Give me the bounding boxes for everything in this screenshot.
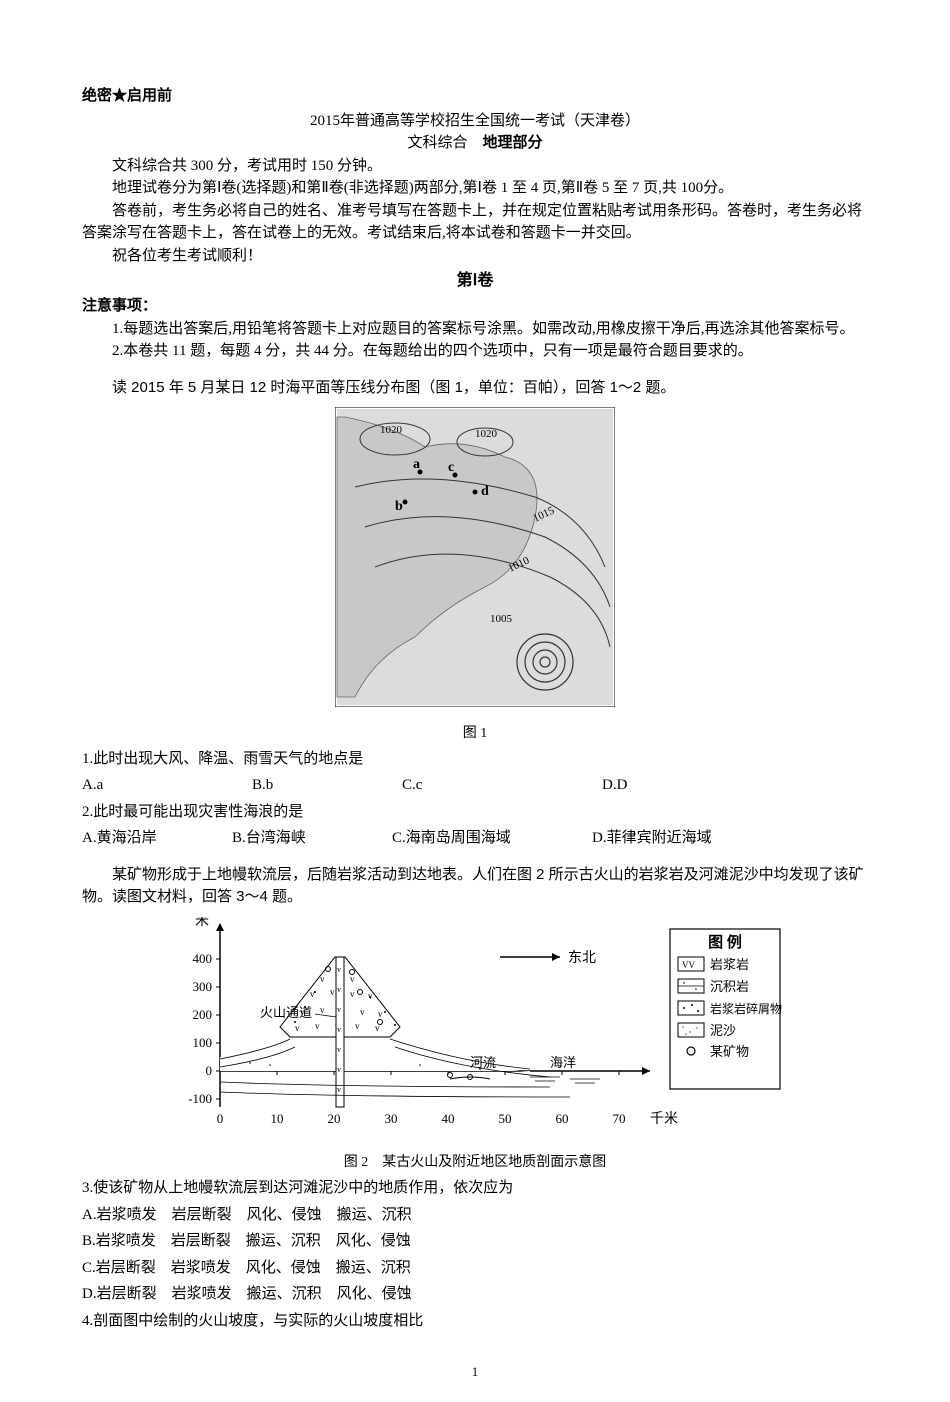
svg-text:200: 200 [193,1007,213,1022]
svg-text:20: 20 [328,1111,341,1126]
svg-text:-100: -100 [188,1091,212,1106]
svg-text:v: v [337,1025,341,1034]
svg-text:c: c [448,460,454,475]
subtitle-prefix: 文科综合 [407,135,482,151]
svg-text:v: v [337,985,341,994]
q1-opt-d: D.D [602,774,772,797]
q3-opt-c: C.岩层断裂 岩浆喷发 风化、侵蚀 搬运、沉积 [82,1257,868,1280]
svg-text:b: b [395,499,403,514]
notice-header: 注意事项： [82,295,868,318]
q2-options: A.黄海沿岸 B.台湾海峡 C.海南岛周围海域 D.菲律宾附近海域 [82,827,868,850]
svg-text:100: 100 [193,1035,213,1050]
q3-opt-d: D.岩层断裂 岩浆喷发 搬运、沉积 风化、侵蚀 [82,1283,868,1306]
svg-text:v: v [315,1021,320,1031]
svg-text:v: v [350,974,355,984]
q2-stem: 2.此时最可能出现灾害性海浪的是 [82,801,868,824]
notice-2: 2.本卷共 11 题，每题 4 分，共 44 分。在每题给出的四个选项中，只有一… [82,340,868,363]
confidential-mark: 绝密★启用前 [82,85,868,108]
subtitle-subject: 地理部分 [483,135,543,151]
svg-text:d: d [481,484,489,499]
q1-options: A.a B.b C.c D.D [82,774,868,797]
group1-intro: 读 2015 年 5 月某日 12 时海平面等压线分布图（图 1，单位：百帕），… [82,377,868,400]
svg-text:VV: VV [682,960,695,970]
svg-text:v: v [320,974,325,984]
intro-line-3: 答卷前，考生务必将自己的姓名、准考号填写在答题卡上，并在规定位置粘贴考试用条形码… [82,200,868,245]
exam-title: 2015年普通高等学校招生全国统一考试（天津卷） [82,110,868,133]
figure-1: 1020 1020 1015 1010 1005 a b c d [82,407,868,715]
intro-line-2: 地理试卷分为第Ⅰ卷(选择题)和第Ⅱ卷(非选择题)两部分,第Ⅰ卷 1 至 4 页,… [82,177,868,200]
legend-title: 图 例 [708,933,742,951]
legend-sedimentary: 沉积岩 [710,979,749,994]
q1-opt-b: B.b [252,774,402,797]
legend-mud: 泥沙 [710,1023,736,1038]
q1-opt-a: A.a [82,774,252,797]
svg-text:v: v [320,1005,325,1015]
legend-igneous: 岩浆岩 [710,957,749,972]
q3-opt-a: A.岩浆喷发 岩层断裂 风化、侵蚀 搬运、沉积 [82,1204,868,1227]
svg-text:70: 70 [613,1111,626,1126]
svg-text:0: 0 [206,1063,213,1078]
svg-text:0: 0 [217,1111,224,1126]
isobar-1020b: 1020 [475,428,498,440]
legend-debris: 岩浆岩碎屑物 [710,1001,782,1016]
legend-mineral: 某矿物 [710,1044,749,1059]
svg-text:v: v [330,987,335,997]
x-axis-label: 千米 [650,1111,678,1127]
svg-text:v: v [295,1023,300,1033]
intro-line-1: 文科综合共 300 分，考试用时 150 分钟。 [82,155,868,178]
svg-text:v: v [350,989,355,999]
svg-text:10: 10 [271,1111,284,1126]
figure-1-caption: 图 1 [82,723,868,744]
q2-opt-b: B.台湾海峡 [232,827,392,850]
intro-line-4: 祝各位考生考试顺利！ [82,245,868,268]
svg-text:v: v [368,991,373,1001]
y-axis-label: 米 [195,917,209,929]
isobar-1020a: 1020 [380,424,403,436]
ocean-label: 海洋 [550,1055,576,1070]
section-1-title: 第Ⅰ卷 [82,269,868,293]
exam-subtitle: 文科综合 地理部分 [82,132,868,155]
river-label: 河流 [470,1055,496,1070]
figure-2: 0 100 200 300 400 -100 米 0 10 20 30 40 5… [82,917,868,1145]
q2-opt-d: D.菲律宾附近海域 [592,827,792,850]
svg-text:v: v [337,1005,341,1014]
svg-text:400: 400 [193,951,213,966]
q2-opt-a: A.黄海沿岸 [82,827,232,850]
q4-stem: 4.剖面图中绘制的火山坡度，与实际的火山坡度相比 [82,1310,868,1333]
page-number: 1 [82,1362,868,1382]
q2-opt-c: C.海南岛周围海域 [392,827,592,850]
figure-2-caption: 图 2 某古火山及附近地区地质剖面示意图 [82,1152,868,1173]
svg-text:v: v [337,1065,341,1074]
svg-text:60: 60 [556,1111,569,1126]
group2-intro: 某矿物形成于上地幔软流层，后随岩浆活动到达地表。人们在图 2 所示古火山的岩浆岩… [82,864,868,909]
q1-stem: 1.此时出现大风、降温、雨雪天气的地点是 [82,748,868,771]
q3-stem: 3.使该矿物从上地幔软流层到达河滩泥沙中的地质作用，依次应为 [82,1177,868,1200]
svg-text:30: 30 [385,1111,398,1126]
svg-text:v: v [337,1085,341,1094]
svg-text:v: v [360,1007,365,1017]
svg-text:v: v [378,1009,383,1019]
notice-1: 1.每题选出答案后,用铅笔将答题卡上对应题目的答案标号涂黑。如需改动,用橡皮擦干… [82,318,868,341]
svg-text:v: v [337,965,341,974]
svg-text:v: v [337,1045,341,1054]
svg-text:40: 40 [442,1111,455,1126]
svg-text:a: a [413,457,420,472]
svg-text:v: v [310,989,315,999]
svg-text:50: 50 [499,1111,512,1126]
svg-text:300: 300 [193,979,213,994]
ne-label: 东北 [568,950,596,966]
svg-text:v: v [355,1021,360,1031]
isobar-1005: 1005 [490,613,513,625]
q1-opt-c: C.c [402,774,602,797]
q3-opt-b: B.岩浆喷发 岩层断裂 搬运、沉积 风化、侵蚀 [82,1230,868,1253]
